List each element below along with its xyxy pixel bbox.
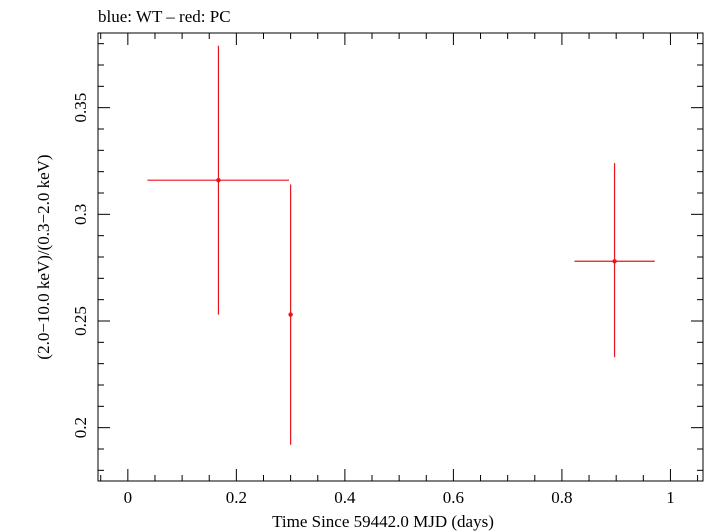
y-tick-label: 0.25 [71, 306, 90, 336]
y-tick-label: 0.35 [71, 93, 90, 123]
x-axis-label: Time Since 59442.0 MJD (days) [272, 512, 494, 531]
data-points [147, 45, 655, 445]
chart-title: blue: WT – red: PC [98, 7, 231, 26]
x-tick-labels: 0 0.2 0.4 0.6 0.8 1 [124, 488, 675, 507]
data-point [574, 163, 655, 358]
point-marker [288, 312, 293, 317]
plot-frame [97, 32, 704, 482]
data-point [288, 184, 293, 445]
x-tick-label: 0 [124, 488, 133, 507]
data-point [147, 45, 289, 315]
axis-ticks [98, 33, 703, 481]
x-tick-label: 0.6 [443, 488, 464, 507]
point-marker [216, 178, 221, 183]
y-tick-labels: 0.2 0.25 0.3 0.35 [71, 93, 90, 438]
x-tick-label: 1 [666, 488, 675, 507]
x-tick-label: 0.2 [226, 488, 247, 507]
y-axis-label: (2.0−10.0 keV)/(0.3−2.0 keV) [34, 154, 53, 359]
x-tick-label: 0.4 [334, 488, 356, 507]
x-tick-label: 0.8 [551, 488, 572, 507]
y-tick-label: 0.2 [71, 417, 90, 438]
y-tick-label: 0.3 [71, 204, 90, 225]
point-marker [612, 259, 617, 264]
